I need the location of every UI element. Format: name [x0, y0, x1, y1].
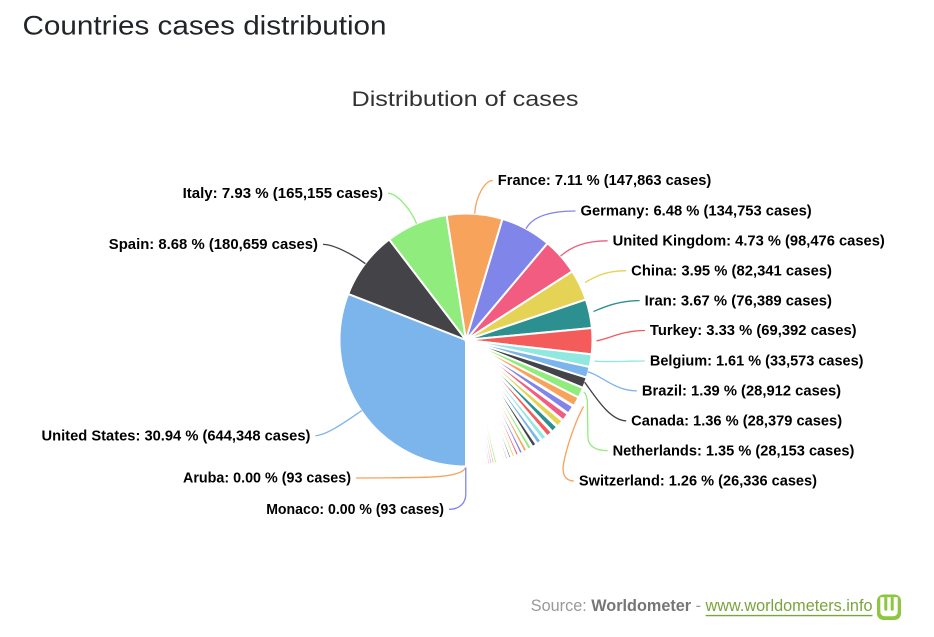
- svg-text:Source:: Source:: [531, 596, 591, 615]
- svg-text:Turkey: 3.33 % (69,392 cases): Turkey: 3.33 % (69,392 cases): [650, 323, 857, 339]
- svg-text:Monaco: 0.00 % (93 cases): Monaco: 0.00 % (93 cases): [266, 502, 444, 518]
- svg-text:China: 3.95 % (82,341 cases): China: 3.95 % (82,341 cases): [631, 263, 832, 279]
- svg-text:www.worldometers.info: www.worldometers.info: [705, 596, 873, 615]
- svg-text:Aruba: 0.00 % (93 cases): Aruba: 0.00 % (93 cases): [183, 471, 351, 487]
- svg-text:-: -: [691, 596, 705, 615]
- svg-text:Canada: 1.36 % (28,379 cases): Canada: 1.36 % (28,379 cases): [631, 414, 842, 430]
- svg-text:United States: 30.94 % (644,34: United States: 30.94 % (644,348 cases): [42, 428, 311, 444]
- svg-text:Belgium: 1.61 % (33,573 cases): Belgium: 1.61 % (33,573 cases): [650, 354, 864, 370]
- svg-text:Netherlands: 1.35 % (28,153 ca: Netherlands: 1.35 % (28,153 cases): [613, 443, 855, 459]
- svg-text:Worldometer: Worldometer: [591, 596, 691, 615]
- svg-text:Brazil: 1.39 % (28,912 cases): Brazil: 1.39 % (28,912 cases): [642, 384, 841, 400]
- svg-text:Switzerland: 1.26 % (26,336 ca: Switzerland: 1.26 % (26,336 cases): [579, 474, 817, 490]
- svg-text:Iran: 3.67 % (76,389 cases): Iran: 3.67 % (76,389 cases): [645, 293, 833, 309]
- svg-text:United Kingdom: 4.73 % (98,476: United Kingdom: 4.73 % (98,476 cases): [613, 234, 885, 250]
- svg-text:Distribution of cases: Distribution of cases: [352, 88, 579, 111]
- svg-text:Countries cases distribution: Countries cases distribution: [23, 11, 387, 41]
- svg-text:Spain: 8.68 % (180,659 cases): Spain: 8.68 % (180,659 cases): [109, 237, 318, 253]
- svg-text:Italy: 7.93 % (165,155 cases): Italy: 7.93 % (165,155 cases): [183, 186, 384, 202]
- svg-text:France: 7.11 % (147,863 cases): France: 7.11 % (147,863 cases): [498, 173, 712, 189]
- svg-text:Germany: 6.48 % (134,753 cases: Germany: 6.48 % (134,753 cases): [581, 204, 812, 220]
